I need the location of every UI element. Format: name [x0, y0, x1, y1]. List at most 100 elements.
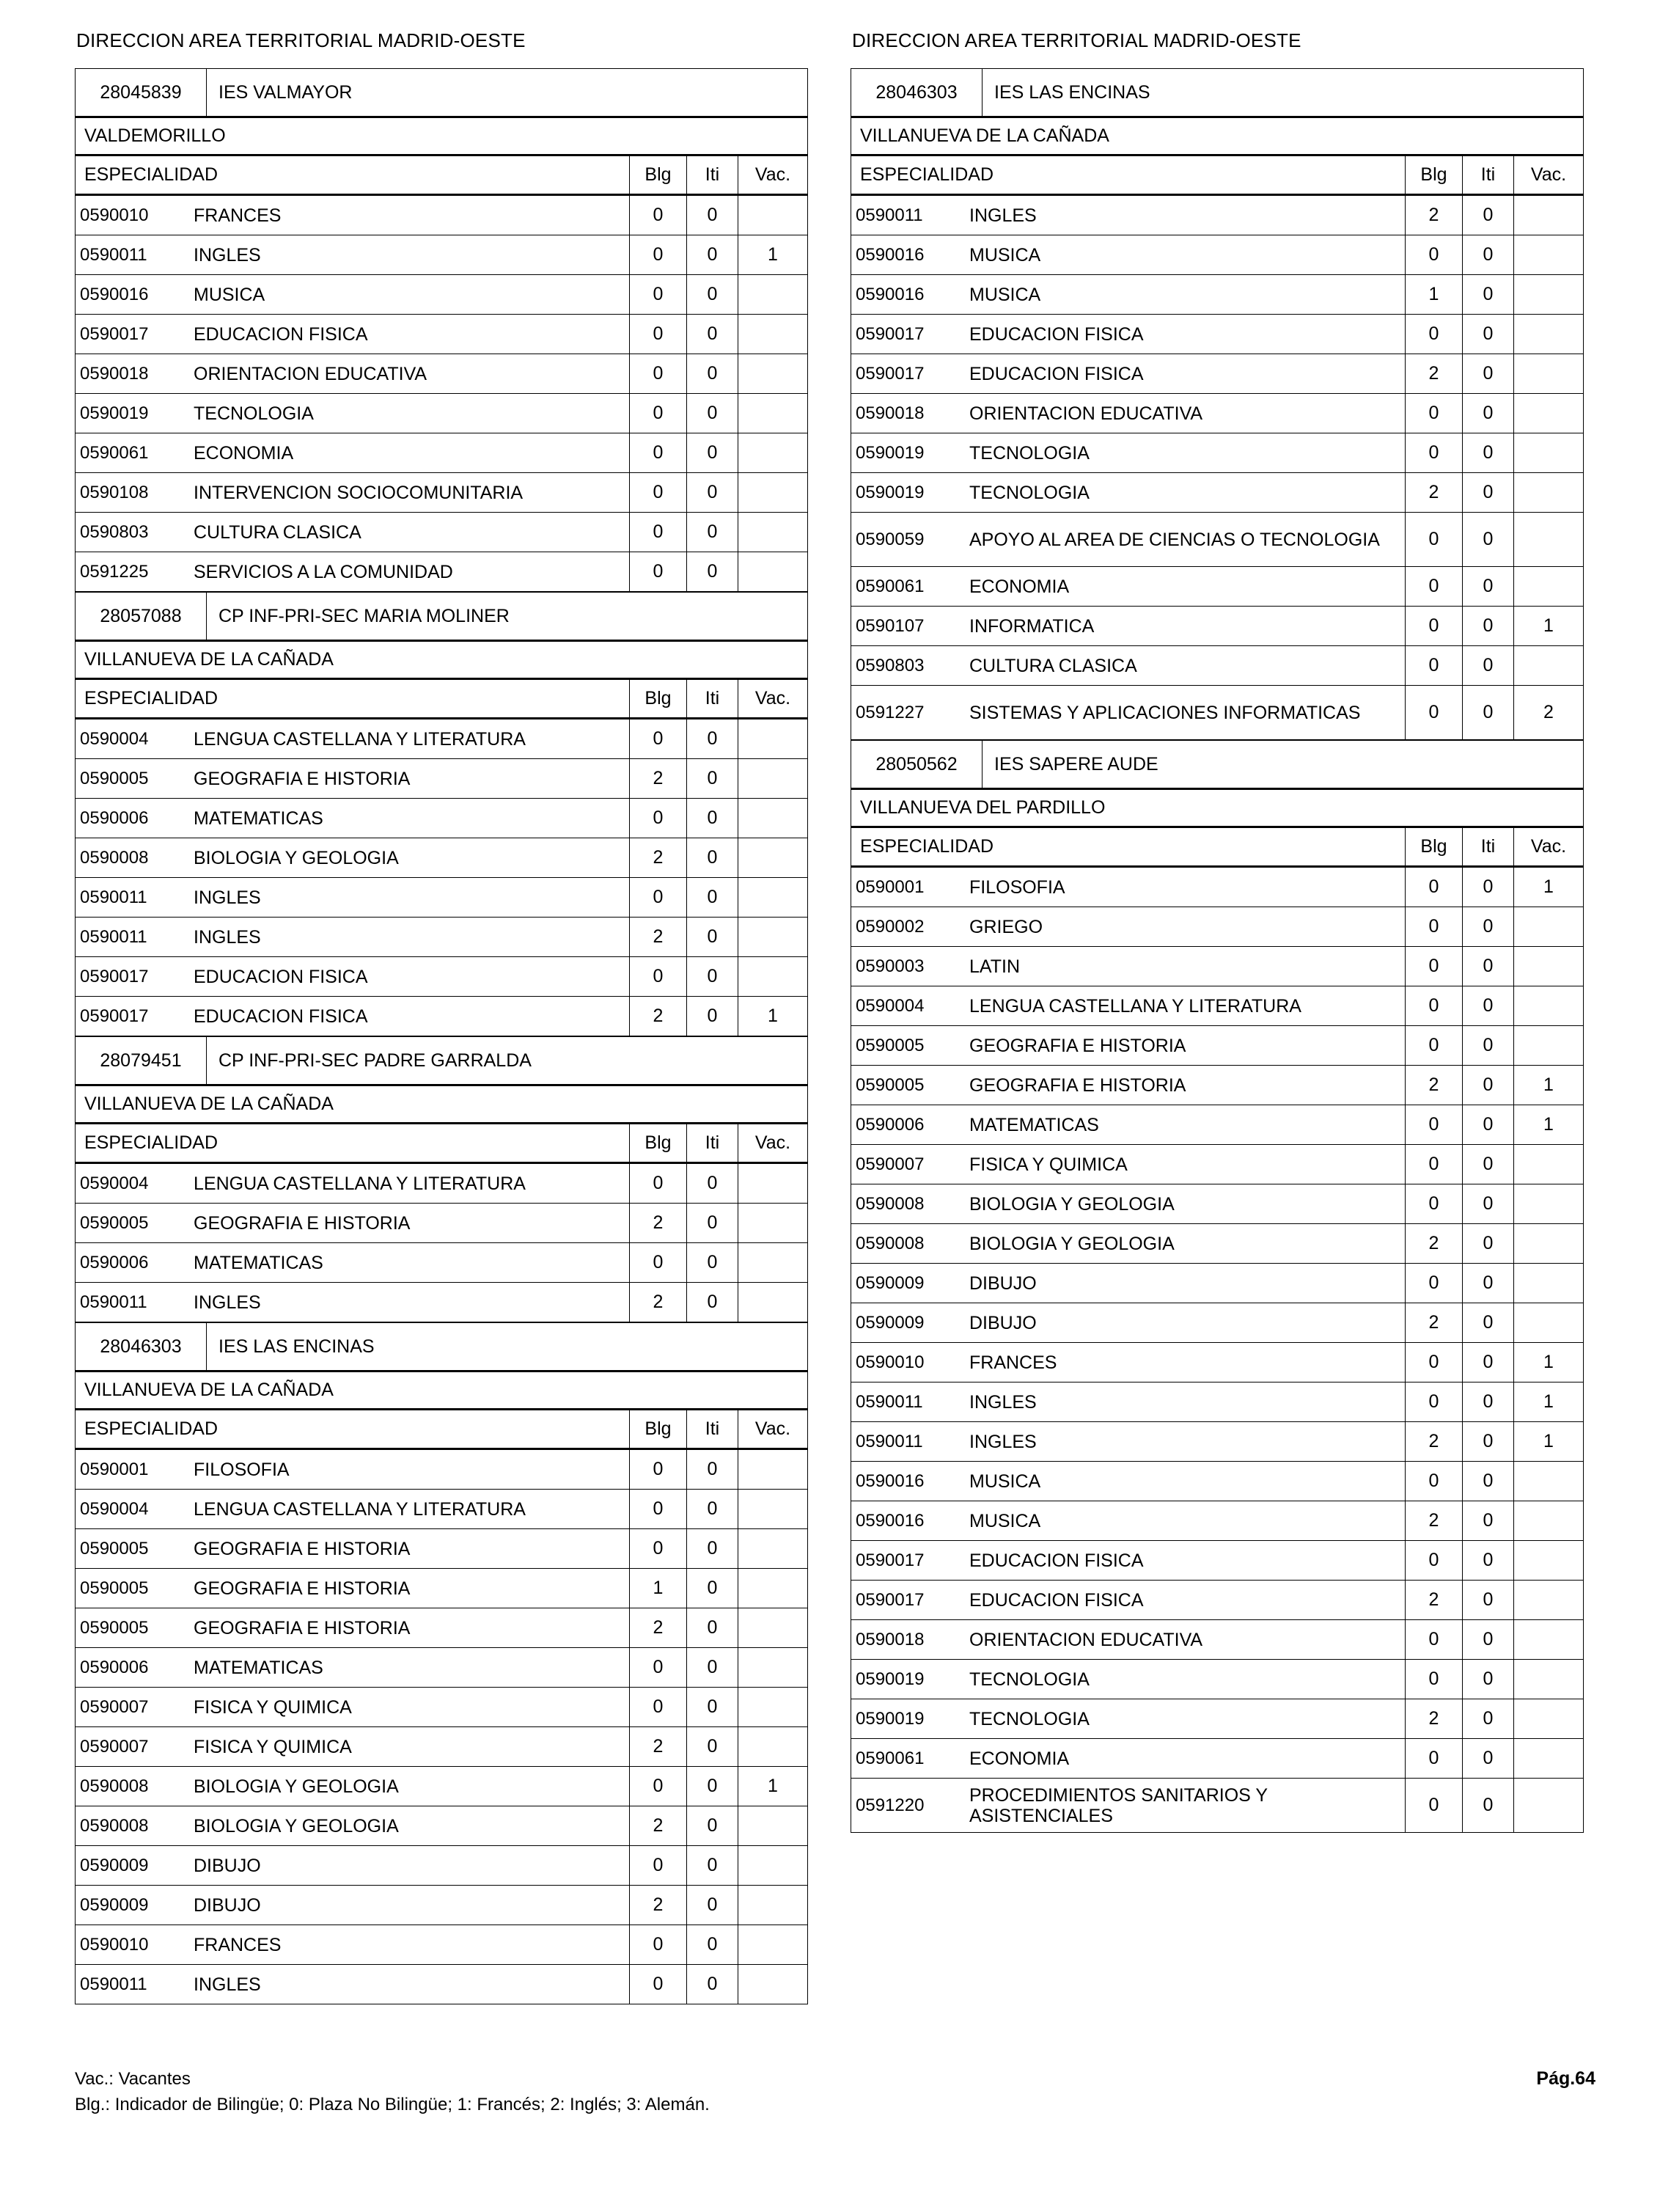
table-row: 0590001 FILOSOFIA 0 0 1	[851, 868, 1584, 907]
iti-value: 0	[686, 838, 738, 878]
specialty-name: ECONOMIA	[186, 433, 629, 473]
vac-value	[738, 394, 808, 433]
blg-value: 2	[629, 838, 686, 878]
specialty-code: 0590008	[851, 1224, 962, 1264]
specialty-name: INGLES	[186, 878, 629, 918]
school-title-row: 28046303 IES LAS ENCINAS	[75, 1322, 808, 1371]
iti-value: 0	[1462, 646, 1513, 686]
specialty-name: FRANCES	[186, 196, 629, 235]
blg-value: 0	[1405, 1264, 1462, 1303]
column-header-especialidad: ESPECIALIDAD	[851, 156, 1405, 194]
specialty-name: ORIENTACION EDUCATIVA	[186, 354, 629, 394]
blg-value: 0	[629, 473, 686, 513]
school-name: CP INF-PRI-SEC MARIA MOLINER	[207, 592, 808, 640]
table-row: 0590107 INFORMATICA 0 0 1	[851, 607, 1584, 646]
vac-value	[738, 1727, 808, 1767]
table-row: 0590017 EDUCACION FISICA 2 0 1	[75, 997, 808, 1036]
table-row: 0590004 LENGUA CASTELLANA Y LITERATURA 0 0	[75, 1164, 808, 1204]
left-column-blocks: 28045839 IES VALMAYOR VALDEMORILLO ESPECIAL…	[75, 68, 808, 2004]
blg-value: 0	[1405, 1145, 1462, 1184]
vac-value	[738, 315, 808, 354]
specialty-name: MUSICA	[186, 275, 629, 315]
specialty-name: BIOLOGIA Y GEOLOGIA	[186, 838, 629, 878]
specialty-code: 0590007	[75, 1688, 186, 1727]
blg-value: 1	[1405, 275, 1462, 315]
specialty-code: 0590019	[851, 1660, 962, 1699]
specialty-name: GRIEGO	[962, 907, 1405, 947]
specialty-name: DIBUJO	[186, 1846, 629, 1886]
iti-value: 0	[686, 1204, 738, 1243]
specialty-code: 0590009	[75, 1846, 186, 1886]
footer-legend: Vac.: Vacantes Blg.: Indicador de Biling…	[75, 2067, 710, 2118]
blg-value: 2	[629, 918, 686, 957]
specialty-name: MUSICA	[962, 275, 1405, 315]
vac-value: 1	[1513, 1343, 1584, 1382]
table-row: 0591220 PROCEDIMIENTOS SANITARIOS Y ASIST…	[851, 1779, 1584, 1833]
blg-value: 0	[1405, 1026, 1462, 1066]
iti-value: 0	[686, 1965, 738, 2004]
left-column: DIRECCION AREA TERRITORIAL MADRID-OESTE …	[75, 29, 808, 2004]
specialty-code: 0590019	[75, 394, 186, 433]
table-row: 0590008 BIOLOGIA Y GEOLOGIA 0 0	[851, 1184, 1584, 1224]
blg-value: 2	[629, 759, 686, 799]
page-footer: Vac.: Vacantes Blg.: Indicador de Biling…	[75, 2067, 1595, 2118]
specialty-name: ORIENTACION EDUCATIVA	[962, 1620, 1405, 1660]
blg-value: 2	[1405, 1699, 1462, 1739]
vac-value	[1513, 473, 1584, 513]
vac-value	[1513, 947, 1584, 986]
vac-value	[738, 1846, 808, 1886]
blg-value: 0	[1405, 433, 1462, 473]
specialty-name: FILOSOFIA	[186, 1450, 629, 1490]
iti-value: 0	[686, 1490, 738, 1529]
specialty-name: MATEMATICAS	[186, 799, 629, 838]
school-title-row: 28046303 IES LAS ENCINAS	[851, 68, 1584, 117]
table-row: 0590011 INGLES 2 0	[75, 1283, 808, 1322]
specialty-name: MUSICA	[962, 235, 1405, 275]
specialty-code: 0590018	[851, 1620, 962, 1660]
iti-value: 0	[686, 1243, 738, 1283]
blg-value: 2	[1405, 196, 1462, 235]
table-row: 0590061 ECONOMIA 0 0	[851, 1739, 1584, 1779]
school-code: 28057088	[75, 592, 207, 640]
specialty-code: 0590007	[851, 1145, 962, 1184]
iti-value: 0	[686, 1648, 738, 1688]
iti-value: 0	[1462, 433, 1513, 473]
vac-value	[1513, 513, 1584, 567]
iti-value: 0	[686, 1164, 738, 1204]
blg-value: 2	[1405, 1422, 1462, 1462]
iti-value: 0	[686, 513, 738, 552]
blg-value: 2	[1405, 1581, 1462, 1620]
iti-value: 0	[686, 552, 738, 592]
vac-value	[738, 275, 808, 315]
blg-value: 0	[629, 719, 686, 759]
column-header-vac: Vac.	[1513, 828, 1584, 866]
vac-value: 1	[738, 1767, 808, 1806]
table-row: 0590008 BIOLOGIA Y GEOLOGIA 0 0 1	[75, 1767, 808, 1806]
iti-value: 0	[686, 799, 738, 838]
iti-value: 0	[686, 1688, 738, 1727]
iti-value: 0	[686, 957, 738, 997]
blg-value: 0	[1405, 1462, 1462, 1501]
table-row: 0590009 DIBUJO 2 0	[851, 1303, 1584, 1343]
specialty-name: MATEMATICAS	[186, 1243, 629, 1283]
vac-value	[738, 473, 808, 513]
iti-value: 0	[1462, 1660, 1513, 1699]
specialty-code: 0590016	[75, 275, 186, 315]
column-header-especialidad: ESPECIALIDAD	[75, 156, 629, 194]
table-row: 0590017 EDUCACION FISICA 2 0	[851, 1581, 1584, 1620]
specialty-name: LATIN	[962, 947, 1405, 986]
vac-value	[738, 918, 808, 957]
specialty-code: 0590011	[851, 1422, 962, 1462]
iti-value: 0	[686, 1529, 738, 1569]
specialty-rows: 0590001 FILOSOFIA 0 0 1 0590002 GRIEGO 0 0 059000…	[851, 866, 1584, 1833]
specialty-code: 0590001	[75, 1450, 186, 1490]
blg-value: 0	[629, 354, 686, 394]
specialty-code: 0590009	[75, 1886, 186, 1925]
iti-value: 0	[686, 1727, 738, 1767]
specialty-code: 0590006	[75, 799, 186, 838]
table-row: 0590004 LENGUA CASTELLANA Y LITERATURA 0 0	[75, 719, 808, 759]
table-row: 0590108 INTERVENCION SOCIOCOMUNITARIA 0 0	[75, 473, 808, 513]
vac-value	[1513, 1739, 1584, 1779]
table-row: 0590019 TECNOLOGIA 0 0	[851, 1660, 1584, 1699]
table-row: 0590005 GEOGRAFIA E HISTORIA 0 0	[851, 1026, 1584, 1066]
